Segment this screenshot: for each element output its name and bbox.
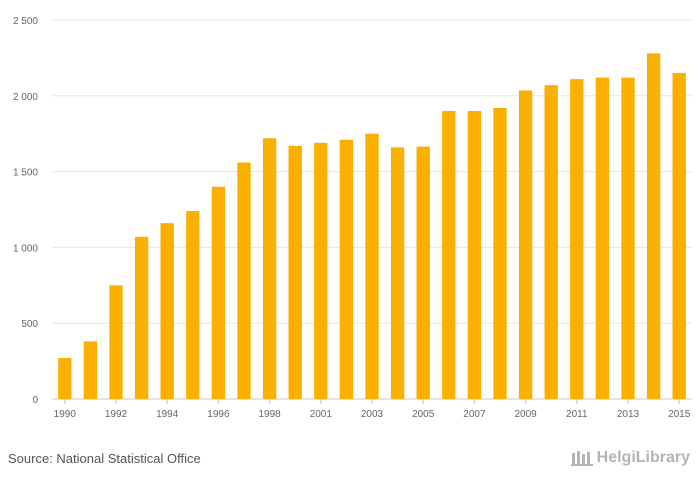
bar xyxy=(493,107,507,399)
y-tick-label: 2 000 xyxy=(13,92,38,103)
bar xyxy=(83,341,98,399)
x-tick-label: 1994 xyxy=(156,409,179,420)
bar xyxy=(390,147,405,399)
bar xyxy=(58,358,72,399)
bar xyxy=(314,142,328,399)
x-tick-label: 2001 xyxy=(310,409,333,420)
bar xyxy=(211,186,226,399)
x-tick-label: 1992 xyxy=(105,409,128,420)
y-axis-ticks: 0 500 1 000 1 500 2 000 2 500 xyxy=(13,16,38,406)
y-tick-label: 0 xyxy=(32,395,38,406)
bar xyxy=(672,73,686,399)
bar xyxy=(646,53,661,400)
bar xyxy=(109,285,123,399)
x-tick-label: 2007 xyxy=(463,409,486,420)
brand-name: HelgiLibrary xyxy=(596,449,690,466)
x-tick-label: 2003 xyxy=(361,409,384,420)
bar xyxy=(365,133,379,399)
source-note: Source: National Statistical Office xyxy=(8,451,201,466)
library-icon xyxy=(570,451,593,466)
x-tick-label: 2015 xyxy=(668,409,691,420)
bar xyxy=(237,162,251,399)
y-tick-label: 2 500 xyxy=(13,16,38,27)
bar xyxy=(544,85,558,400)
x-tick-label: 1990 xyxy=(54,409,77,420)
bar xyxy=(467,110,482,400)
y-tick-label: 500 xyxy=(21,319,38,330)
bar xyxy=(595,77,610,399)
x-tick-label: 2009 xyxy=(514,409,537,420)
x-axis-ticks: 1990 1992 1994 1996 1998 2001 2003 2005 2007 2009… xyxy=(54,399,691,420)
bar xyxy=(442,110,456,400)
bar xyxy=(570,79,584,400)
x-tick-label: 1998 xyxy=(258,409,281,420)
x-tick-label: 2005 xyxy=(412,409,435,420)
bar xyxy=(518,90,533,399)
bar xyxy=(160,223,174,399)
brand-logo: HelgiLibrary xyxy=(570,449,690,467)
x-tick-label: 1996 xyxy=(207,409,230,420)
bar xyxy=(339,139,354,400)
y-tick-label: 1 500 xyxy=(13,168,38,179)
x-tick-label: 2011 xyxy=(566,409,588,420)
x-tick-label: 2013 xyxy=(617,409,640,420)
bar xyxy=(262,138,277,400)
bar xyxy=(416,146,430,399)
bar xyxy=(288,145,302,399)
bar xyxy=(134,236,149,399)
bar xyxy=(621,77,635,399)
bars xyxy=(58,53,686,400)
y-tick-label: 1 000 xyxy=(13,243,38,254)
bar xyxy=(186,211,200,399)
